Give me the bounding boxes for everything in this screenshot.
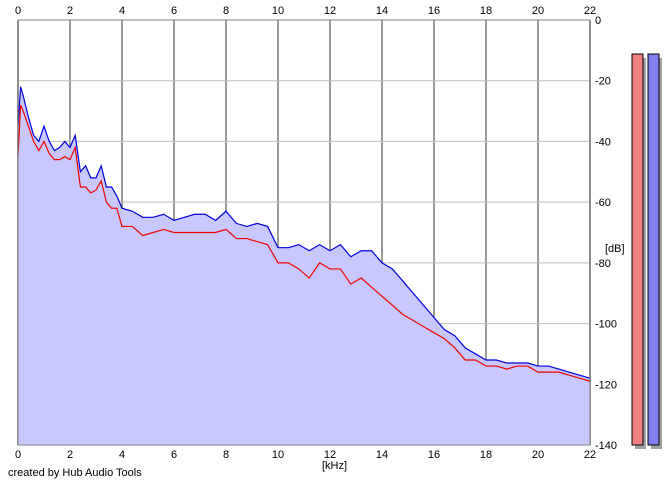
x-tick-label-top: 2 [67, 5, 73, 17]
credit-text: created by Hub Audio Tools [8, 467, 142, 479]
level-meters [631, 53, 662, 449]
x-tick-label-bottom: 2 [67, 449, 73, 461]
level-meter [647, 53, 660, 446]
plot-border [17, 19, 591, 446]
y-ticks: 0 -20 -40 -60 -80 -100 -120 -140 [595, 15, 617, 452]
x-tick-label-top: 20 [532, 5, 544, 17]
series-line [17, 86, 591, 379]
x-tick-label-top: 18 [480, 5, 492, 17]
x-tick-label-bottom: 8 [223, 449, 229, 461]
x-tick-label-top: 4 [119, 5, 125, 17]
x-tick-label-bottom: 6 [171, 449, 177, 461]
x-tick-label-bottom: 20 [532, 449, 544, 461]
y-tick-label: -80 [595, 258, 611, 270]
x-ticks-bottom: 0 2 4 6 8 10 12 14 16 18 20 22 [15, 449, 596, 461]
plot-frame [17, 19, 591, 446]
level-meter [631, 53, 644, 446]
series-line [17, 104, 591, 382]
x-tick-label-bottom: 4 [119, 449, 125, 461]
spectrum-area [18, 86, 590, 446]
x-tick-label-top: 22 [584, 5, 596, 17]
x-tick-label-bottom: 16 [428, 449, 440, 461]
y-tick-label: -140 [595, 440, 617, 452]
x-axis-label: [kHz] [322, 460, 348, 472]
x-tick-label-bottom: 0 [15, 449, 21, 461]
y-axis-label: [dB] [605, 243, 625, 255]
x-tick-label-bottom: 22 [584, 449, 596, 461]
x-tick-label-bottom: 12 [324, 449, 336, 461]
x-tick-label-bottom: 10 [272, 449, 284, 461]
y-tick-label: -20 [595, 76, 611, 88]
x-tick-label-top: 10 [272, 5, 284, 17]
x-tick-label-bottom: 14 [376, 449, 388, 461]
spectrum-lines [17, 86, 591, 382]
x-ticks-top: 0 2 4 6 8 10 12 14 16 18 20 22 [15, 5, 596, 17]
x-tick-label-top: 0 [15, 5, 21, 17]
y-tick-label: -40 [595, 136, 611, 148]
y-tick-label: -120 [595, 379, 617, 391]
spectrum-fill [18, 86, 590, 446]
x-tick-label-top: 8 [223, 5, 229, 17]
x-tick-label-top: 16 [428, 5, 440, 17]
y-tick-label: 0 [595, 15, 601, 27]
y-tick-label: -100 [595, 319, 617, 331]
x-tick-label-bottom: 18 [480, 449, 492, 461]
y-tick-label: -60 [595, 197, 611, 209]
x-tick-label-top: 12 [324, 5, 336, 17]
x-tick-label-top: 14 [376, 5, 388, 17]
x-tick-label-top: 6 [171, 5, 177, 17]
